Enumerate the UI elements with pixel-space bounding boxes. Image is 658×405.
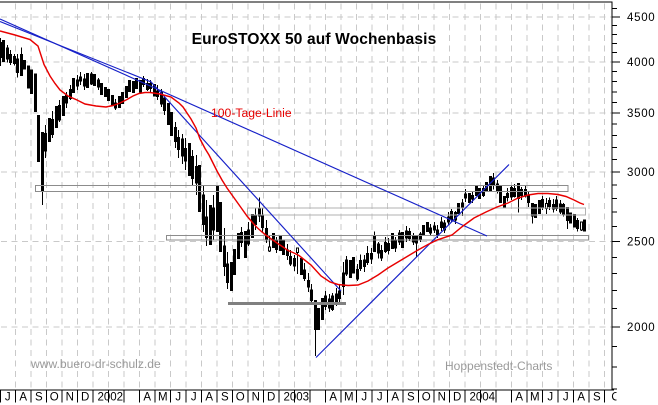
- svg-text:M: M: [158, 392, 168, 404]
- svg-text:D: D: [453, 392, 461, 404]
- svg-text:2003: 2003: [284, 392, 310, 404]
- svg-text:N: N: [438, 392, 446, 404]
- svg-text:A: A: [329, 392, 337, 404]
- svg-text:3500: 3500: [627, 108, 655, 120]
- svg-text:N: N: [66, 392, 74, 404]
- svg-text:2002: 2002: [98, 392, 124, 404]
- svg-text:A: A: [19, 392, 27, 404]
- svg-text:O: O: [611, 392, 620, 404]
- svg-text:A: A: [205, 392, 213, 404]
- svg-text:www.buero-dr-schulz.de: www.buero-dr-schulz.de: [30, 357, 161, 371]
- svg-text:J: J: [377, 392, 383, 404]
- svg-text:N: N: [252, 392, 260, 404]
- svg-text:J: J: [175, 392, 181, 404]
- svg-text:S: S: [35, 392, 43, 404]
- svg-text:M: M: [344, 392, 354, 404]
- svg-text:A: A: [143, 392, 151, 404]
- svg-text:A: A: [577, 392, 585, 404]
- svg-text:S: S: [593, 392, 601, 404]
- svg-text:O: O: [236, 392, 245, 404]
- svg-text:J: J: [361, 392, 367, 404]
- svg-text:2000: 2000: [627, 322, 655, 334]
- svg-text:2500: 2500: [627, 237, 655, 249]
- svg-text:4500: 4500: [627, 12, 655, 24]
- svg-text:2004: 2004: [470, 392, 496, 404]
- svg-text:100-Tage-Linie: 100-Tage-Linie: [211, 106, 292, 120]
- svg-text:3000: 3000: [627, 167, 655, 179]
- svg-text:J: J: [191, 392, 197, 404]
- svg-text:S: S: [221, 392, 229, 404]
- svg-text:M: M: [530, 392, 540, 404]
- svg-text:S: S: [407, 392, 415, 404]
- svg-text:A: A: [391, 392, 399, 404]
- svg-text:D: D: [81, 392, 89, 404]
- svg-text:O: O: [50, 392, 59, 404]
- svg-text:EuroSTOXX 50 auf Wochenbasis: EuroSTOXX 50 auf Wochenbasis: [192, 31, 437, 48]
- svg-text:4000: 4000: [627, 57, 655, 69]
- svg-text:D: D: [267, 392, 275, 404]
- svg-text:O: O: [422, 392, 431, 404]
- svg-text:Hoppenstedt-Charts: Hoppenstedt-Charts: [445, 359, 552, 373]
- svg-text:A: A: [515, 392, 523, 404]
- svg-text:J: J: [563, 392, 569, 404]
- svg-text:J: J: [5, 392, 11, 404]
- svg-text:J: J: [547, 392, 553, 404]
